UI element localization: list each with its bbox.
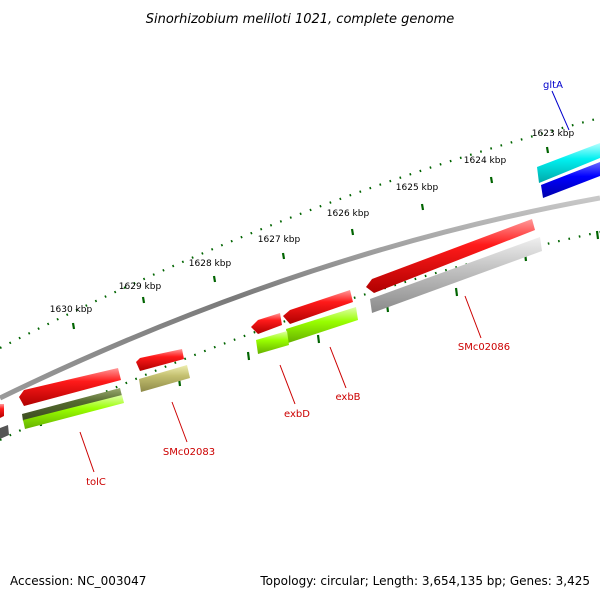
gene-label-exbB: exbB: [335, 392, 360, 403]
smc02086-leader: [464, 295, 482, 339]
cyan-feature-block: [537, 143, 600, 183]
cds-arrows: [0, 219, 535, 418]
tick-1630: [71, 322, 76, 330]
outer-major-ticks: [71, 146, 550, 330]
gene-label-exbD: exbD: [284, 409, 310, 420]
gltA-leader: [551, 90, 570, 131]
gene-label-gltA: gltA: [543, 80, 563, 91]
smc02086-grey-block: [370, 237, 542, 313]
partial-cds-arrow-left: [0, 404, 4, 418]
gene-label-smc02086: SMc02086: [458, 342, 510, 353]
tolC-leader: [79, 431, 95, 473]
tolC-dark-block: [22, 388, 122, 421]
tick-label-1629: 1629 kbp: [119, 282, 162, 292]
genome-summary-text: Topology: circular; Length: 3,654,135 bp…: [260, 574, 590, 588]
tick-label-1628: 1628 kbp: [189, 259, 232, 269]
tick-label-1630: 1630 kbp: [50, 305, 93, 315]
exbD-leader: [279, 364, 296, 405]
gene-labels: gltA SMc02086 exbB exbD SMc02083 tolC: [86, 80, 563, 488]
genome-backbone: [0, 195, 600, 401]
exbD-cds-arrow: [251, 313, 282, 334]
map-title: Sinorhizobium meliloti 1021, complete ge…: [146, 12, 455, 27]
inner-feature-blocks: [0, 237, 542, 439]
tick-1629: [141, 296, 146, 304]
tick-label-1627: 1627 kbp: [258, 235, 301, 245]
tick-label-1626: 1626 kbp: [327, 209, 370, 219]
partial-grey-block-left: [0, 425, 9, 439]
tick-1626: [350, 228, 355, 236]
tick-label-1623: 1623 kbp: [532, 129, 575, 139]
tolC-cds-arrow: [19, 368, 121, 406]
smc02086-cds-arrow: [366, 219, 535, 293]
tick-label-1624: 1624 kbp: [464, 156, 507, 166]
smc02083-olive-block: [139, 365, 190, 392]
ruler-labels: 1623 kbp 1624 kbp 1625 kbp 1626 kbp 1627…: [50, 129, 575, 315]
outer-minor-ticks: [0, 116, 600, 349]
smc02083-leader: [171, 401, 188, 443]
gene-label-leaders: [79, 90, 570, 473]
exbB-leader: [329, 346, 347, 389]
smc02083-cds-arrow: [136, 349, 184, 371]
tolC-lime-block: [23, 395, 124, 429]
exbD-lime-block: [256, 331, 289, 354]
tick-1628: [212, 275, 217, 283]
exbB-cds-arrow: [283, 290, 353, 324]
gene-label-tolC: tolC: [86, 477, 106, 488]
accession-text: Accession: NC_003047: [10, 574, 147, 588]
gene-gltA-region: [537, 143, 600, 198]
tick-1624: [489, 176, 494, 184]
tick-1623: [545, 146, 550, 154]
exbB-lime-block: [286, 307, 358, 343]
tick-label-1625: 1625 kbp: [396, 183, 439, 193]
tick-1627: [281, 252, 286, 260]
blue-feature-block: [541, 162, 600, 198]
tick-1625: [420, 203, 425, 211]
gene-label-smc02083: SMc02083: [163, 447, 215, 458]
